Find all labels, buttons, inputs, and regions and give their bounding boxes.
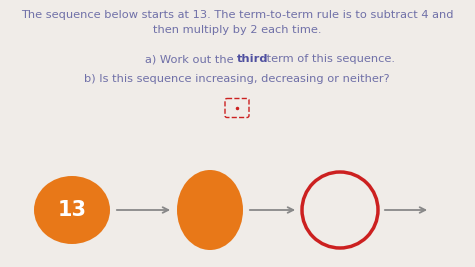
Text: 13: 13 <box>57 200 86 220</box>
Text: then multiply by 2 each time.: then multiply by 2 each time. <box>153 25 321 35</box>
Text: third: third <box>237 54 268 64</box>
Text: term of this sequence.: term of this sequence. <box>263 54 395 64</box>
Text: b) Is this sequence increasing, decreasing or neither?: b) Is this sequence increasing, decreasi… <box>84 74 390 84</box>
Ellipse shape <box>177 170 243 250</box>
Text: a) Work out the: a) Work out the <box>145 54 237 64</box>
Ellipse shape <box>302 172 378 248</box>
Ellipse shape <box>34 176 110 244</box>
Text: The sequence below starts at 13. The term-to-term rule is to subtract 4 and: The sequence below starts at 13. The ter… <box>21 10 453 20</box>
